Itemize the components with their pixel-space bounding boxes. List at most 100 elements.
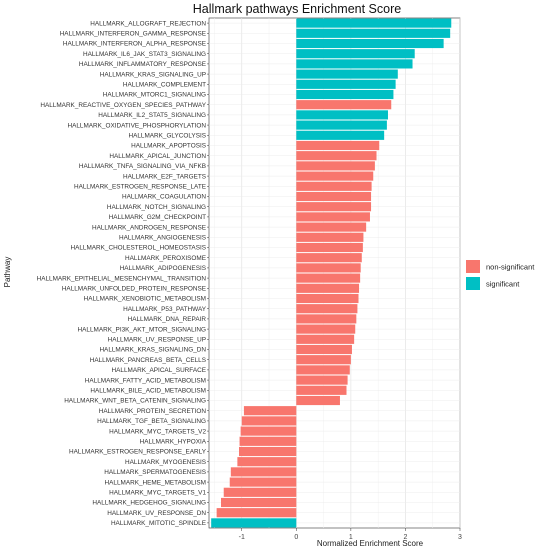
category-label: HALLMARK_UV_RESPONSE_DN [107,510,206,517]
bar-hallmark-unfolded-protein-response [296,283,360,293]
category-label: HALLMARK_G2M_CHECKPOINT [109,214,206,221]
bar-hallmark-glycolysis [296,130,385,140]
bar-hallmark-estrogen-response-late [296,181,372,191]
bar-hallmark-peroxisome [296,253,362,263]
bar-hallmark-allograft-rejection [296,18,452,28]
bar-hallmark-interferon-gamma-response [296,28,451,38]
bar-hallmark-uv-response-up [296,334,355,344]
bar-hallmark-hedgehog-signaling [221,497,297,508]
category-label: HALLMARK_INFLAMMATORY_RESPONSE [79,61,206,68]
category-label: HALLMARK_ANGIOGENESIS [119,235,206,242]
bar-hallmark-protein-secretion [243,406,297,416]
bar-hallmark-hypoxia [239,436,297,446]
category-label: HALLMARK_EPITHELIAL_MESENCHYMAL_TRANSITI… [37,275,207,282]
category-label: HALLMARK_UV_RESPONSE_UP [108,337,206,344]
category-label: HALLMARK_COMPLEMENT [123,82,206,89]
x-tick-label: 1 [349,534,353,541]
category-label: HALLMARK_HEME_METABOLISM [105,479,206,486]
bars-group [211,18,452,528]
category-label: HALLMARK_ESTROGEN_RESPONSE_LATE [74,184,206,191]
bar-hallmark-mtorc1-signaling [296,89,394,100]
bar-hallmark-epithelial-mesenchymal-transition [296,273,361,283]
category-label: HALLMARK_SPERMATOGENESIS [104,469,206,476]
category-label: HALLMARK_MITOTIC_SPINDLE [111,520,206,527]
category-label: HALLMARK_MYOGENESIS [125,459,206,466]
category-label: HALLMARK_APICAL_JUNCTION [109,153,206,160]
category-label: HALLMARK_XENOBIOTIC_METABOLISM [84,296,206,303]
bar-hallmark-oxidative-phosphorylation [296,120,387,130]
category-label: HALLMARK_WNT_BETA_CATENIN_SIGNALING [64,398,206,405]
category-label: HALLMARK_P53_PATHWAY [123,306,207,313]
bar-hallmark-wnt-beta-catenin-signaling [296,395,340,406]
category-label: HALLMARK_IL6_JAK_STAT3_SIGNALING [83,51,206,58]
category-label: HALLMARK_ADIPOGENESIS [120,265,206,272]
bar-hallmark-bile-acid-metabolism [296,385,347,395]
bar-hallmark-adipogenesis [296,263,361,273]
legend-swatch-non-significant [466,260,480,273]
bar-hallmark-inflammatory-response [296,59,413,69]
category-label: HALLMARK_PANCREAS_BETA_CELLS [90,357,206,364]
category-label: HALLMARK_DNA_REPAIR [128,316,207,323]
category-label: HALLMARK_KRAS_SIGNALING_DN [99,347,206,354]
bar-hallmark-apical-junction [296,151,377,161]
bar-hallmark-estrogen-response-early [239,446,297,457]
category-label: HALLMARK_REACTIVE_OXYGEN_SPECIES_PATHWAY [40,102,206,109]
bar-hallmark-g2m-checkpoint [296,212,370,222]
bar-hallmark-dna-repair [296,314,357,324]
bar-hallmark-androgen-response [296,222,367,232]
category-label: HALLMARK_INTERFERON_ALPHA_RESPONSE [63,41,206,48]
bar-hallmark-myc-targets-v1 [223,487,297,497]
bar-hallmark-apoptosis [296,140,380,151]
bar-hallmark-p53-pathway [296,304,358,314]
bar-hallmark-reactive-oxygen-species-pathway [296,100,392,110]
category-label: HALLMARK_E2F_TARGETS [123,173,206,180]
category-label: HALLMARK_FATTY_ACID_METABOLISM [85,377,206,384]
x-tick-label: 0 [294,534,298,541]
category-label: HALLMARK_ESTROGEN_RESPONSE_EARLY [69,449,207,456]
bar-hallmark-myogenesis [237,457,297,467]
category-label: HALLMARK_COAGULATION [122,194,206,201]
bar-hallmark-myc-targets-v2 [240,426,297,436]
category-label: HALLMARK_MTORC1_SIGNALING [103,92,206,99]
bar-hallmark-mitotic-spindle [211,518,297,528]
bar-hallmark-heme-metabolism [229,477,297,487]
bar-hallmark-kras-signaling-up [296,69,398,79]
category-label: HALLMARK_CHOLESTEROL_HOMEOSTASIS [70,245,206,252]
x-axis-ticks: -1 0 1 2 3 [239,528,462,541]
category-label: HALLMARK_HEDGEHOG_SIGNALING [92,500,206,507]
category-label: HALLMARK_INTERFERON_GAMMA_RESPONSE [60,31,206,38]
category-label: HALLMARK_IL2_STAT5_SIGNALING [98,112,206,119]
y-axis-label: Pathway [3,257,12,288]
bar-hallmark-coagulation [296,191,372,202]
category-label: HALLMARK_MYC_TARGETS_V1 [109,490,206,497]
bar-hallmark-interferon-alpha-response [296,38,444,49]
category-label: HALLMARK_PROTEIN_SECRETION [99,408,207,415]
bar-hallmark-il6-jak-stat3-signaling [296,49,415,59]
bar-hallmark-uv-response-dn [216,508,297,518]
bar-hallmark-il2-stat5-signaling [296,110,388,120]
category-label: HALLMARK_ALLOGRAFT_REJECTION [90,20,206,27]
category-label: HALLMARK_GLYCOLYSIS [128,133,206,140]
category-label: HALLMARK_NOTCH_SIGNALING [107,204,206,211]
bar-hallmark-kras-signaling-dn [296,344,352,355]
bar-hallmark-apical-surface [296,365,350,375]
bar-hallmark-tgf-beta-signaling [241,416,297,426]
legend: non-significant significant [466,260,535,290]
category-label: HALLMARK_PEROXISOME [125,255,206,262]
category-label: HALLMARK_APICAL_SURFACE [112,367,206,374]
category-label: HALLMARK_PI3K_AKT_MTOR_SIGNALING [78,326,206,333]
bar-hallmark-complement [296,79,396,89]
bar-hallmark-fatty-acid-metabolism [296,375,348,385]
legend-label-non-significant: non-significant [486,263,535,272]
category-label: HALLMARK_BILE_ACID_METABOLISM [90,388,206,395]
bar-hallmark-pi3k-akt-mtor-signaling [296,324,356,334]
bar-hallmark-cholesterol-homeostasis [296,242,363,253]
bar-hallmark-notch-signaling [296,202,372,212]
bar-hallmark-spermatogenesis [230,467,297,477]
bar-hallmark-angiogenesis [296,232,364,242]
x-tick-label: 2 [403,534,407,541]
category-label: HALLMARK_TNFA_SIGNALING_VIA_NFKB [79,163,206,170]
bar-hallmark-tnfa-signaling-via-nfkb [296,161,375,171]
